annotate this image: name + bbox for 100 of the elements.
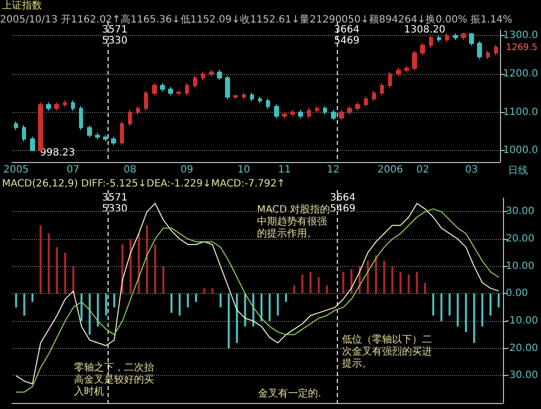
bar bbox=[146, 225, 148, 294]
candlestick bbox=[388, 71, 392, 88]
candlestick bbox=[30, 136, 35, 152]
candlestick bbox=[396, 67, 401, 77]
candlestick bbox=[331, 109, 336, 121]
bar bbox=[130, 239, 132, 294]
bar bbox=[456, 294, 459, 326]
candlestick bbox=[160, 82, 165, 92]
bar bbox=[374, 255, 377, 294]
bar bbox=[113, 294, 116, 308]
candlestick bbox=[193, 75, 197, 88]
bar bbox=[473, 294, 476, 343]
candlestick bbox=[79, 106, 83, 130]
bar bbox=[80, 294, 83, 321]
candlestick bbox=[282, 111, 287, 119]
candlestick bbox=[95, 132, 100, 140]
bar bbox=[252, 294, 254, 326]
bar bbox=[105, 294, 108, 316]
x-tick-label: 11 bbox=[278, 164, 291, 176]
bar bbox=[15, 294, 18, 308]
bar bbox=[72, 266, 74, 294]
x-tick-label: 2006 bbox=[377, 164, 403, 176]
annotation: 3571 bbox=[102, 24, 128, 36]
bar bbox=[498, 294, 500, 308]
candlestick bbox=[274, 104, 279, 119]
x-tick-label: 02 bbox=[416, 164, 430, 176]
candlestick bbox=[494, 44, 498, 56]
annotation: 3664 bbox=[330, 192, 356, 204]
bar bbox=[162, 266, 164, 294]
bar bbox=[342, 272, 344, 294]
candlestick bbox=[87, 124, 92, 138]
candlestick bbox=[63, 100, 67, 108]
bar bbox=[31, 294, 34, 302]
candlestick bbox=[168, 86, 173, 96]
candlestick bbox=[242, 92, 246, 100]
bar bbox=[228, 294, 230, 348]
bar bbox=[293, 285, 296, 294]
bar bbox=[326, 285, 328, 294]
candlestick bbox=[144, 90, 148, 112]
y-tick-label: 20.00 bbox=[506, 234, 534, 244]
candlestick bbox=[258, 96, 262, 104]
bar bbox=[366, 260, 369, 294]
x-tick-label: 09 bbox=[180, 164, 194, 176]
bar bbox=[416, 272, 418, 294]
bar bbox=[170, 294, 172, 313]
x-tick-label: 2005 bbox=[3, 164, 29, 176]
bar bbox=[244, 294, 246, 326]
candlestick bbox=[437, 34, 441, 42]
candlestick bbox=[420, 42, 425, 56]
x-tick-label: 03 bbox=[465, 164, 478, 176]
annotation: 5469 bbox=[334, 36, 360, 46]
bar bbox=[424, 282, 426, 294]
text: 1269.5 bbox=[506, 43, 538, 53]
candlestick bbox=[120, 120, 124, 146]
bar bbox=[56, 247, 58, 294]
annotation: 金叉有一定的. bbox=[258, 388, 322, 400]
candlestick bbox=[461, 32, 466, 40]
candlestick bbox=[429, 34, 433, 48]
bar bbox=[276, 294, 279, 316]
annotation: 5469 bbox=[330, 204, 356, 214]
bar bbox=[23, 294, 26, 316]
candlestick bbox=[486, 50, 490, 60]
y-tick-label: 1300.0 bbox=[503, 30, 538, 42]
candlestick bbox=[477, 40, 482, 60]
candlestick bbox=[290, 109, 295, 117]
candlestick bbox=[201, 71, 205, 81]
candlestick bbox=[22, 124, 26, 142]
text: 日线 bbox=[508, 164, 528, 176]
bar bbox=[195, 294, 198, 302]
candlestick bbox=[185, 82, 189, 96]
candlestick bbox=[339, 109, 344, 121]
candlestick bbox=[128, 109, 132, 127]
bar bbox=[211, 288, 214, 294]
candlestick bbox=[209, 69, 214, 77]
candlestick bbox=[445, 32, 449, 42]
candlestick bbox=[380, 82, 384, 96]
y-tick-label: 1200.0 bbox=[503, 68, 538, 80]
bar bbox=[154, 244, 156, 294]
candlestick bbox=[217, 69, 222, 81]
candlestick bbox=[372, 90, 376, 102]
candlestick bbox=[404, 65, 409, 73]
y-tick-label: 1100.0 bbox=[503, 106, 538, 118]
candlestick bbox=[266, 98, 270, 110]
bar bbox=[48, 234, 50, 294]
candlestick bbox=[152, 82, 157, 96]
bar bbox=[96, 294, 99, 326]
bar bbox=[432, 294, 434, 316]
candlestick bbox=[307, 108, 311, 119]
bar bbox=[318, 277, 320, 294]
candlestick bbox=[225, 75, 230, 100]
bar bbox=[383, 260, 386, 294]
bar bbox=[400, 272, 402, 294]
bar bbox=[236, 294, 238, 343]
candlestick bbox=[250, 92, 254, 102]
bar bbox=[350, 269, 352, 294]
candlestick bbox=[71, 100, 75, 112]
bar bbox=[464, 294, 467, 332]
x-tick-label: 07 bbox=[66, 164, 80, 176]
bar bbox=[186, 294, 189, 308]
bar bbox=[391, 266, 394, 294]
